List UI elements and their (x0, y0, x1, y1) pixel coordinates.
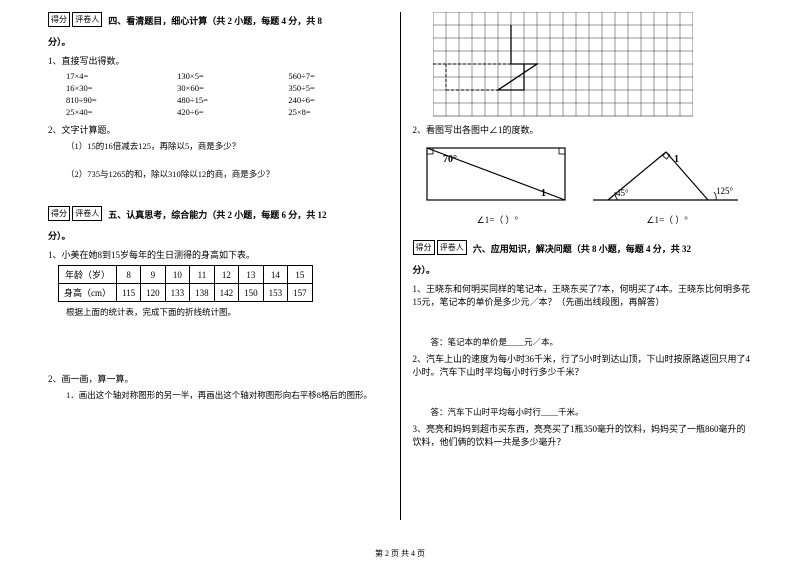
angle-1-label: 1 (541, 188, 546, 199)
table-cell: 120 (141, 284, 166, 302)
calc-cell: 560÷7= (288, 71, 387, 81)
score-label: 得分 (413, 240, 435, 255)
angle-sub: 2、看图写出各图中∠1的度数。 (413, 123, 753, 136)
calc-cell: 30×60= (177, 83, 276, 93)
calc-grid: 17×4= 130×5= 560÷7= 16×30= 30×60= 350÷5=… (48, 71, 388, 117)
table-cell: 15 (288, 266, 313, 284)
table-row: 身高（cm） 115 120 133 138 142 150 153 157 (59, 284, 313, 302)
calc-cell: 25×40= (66, 107, 165, 117)
answer-2: ∠1=（ ）° (646, 213, 688, 226)
table-cell: 14 (263, 266, 288, 284)
calc-cell: 25×8= (288, 107, 387, 117)
reviewer-label: 评卷人 (72, 206, 102, 221)
q6-3: 3、亮亮和妈妈到超市买东西，亮亮买了1瓶350毫升的饮料，妈妈买了一瓶860毫升… (413, 422, 753, 448)
angle-1-label: 1 (674, 154, 679, 165)
q2a: （1）15的16倍减去125，再除以5，商是多少？ (48, 140, 388, 152)
calc-cell: 350÷5= (288, 83, 387, 93)
table-cell: 157 (288, 284, 313, 302)
table-cell: 年龄（岁） (59, 266, 117, 284)
table-cell: 150 (239, 284, 264, 302)
table-cell: 115 (117, 284, 141, 302)
rect-angle-figure: 70° 1 (421, 142, 571, 207)
section5-note: 根据上面的统计表，完成下面的折线统计图。 (48, 306, 388, 318)
a6-1: 答：笔记本的单价是____元／本。 (413, 336, 753, 348)
calc-cell: 240÷6= (288, 95, 387, 105)
triangle-angle-figure: 45° 125° 1 (588, 142, 743, 207)
table-cell: 11 (190, 266, 215, 284)
calc-cell: 16×30= (66, 83, 165, 93)
table-cell: 8 (117, 266, 141, 284)
a6-2: 答：汽车下山时平均每小时行____千米。 (413, 406, 753, 418)
page-footer: 第 2 页 共 4 页 (0, 548, 800, 559)
section5-sub1: 1、小美在她8到15岁每年的生日测得的身高如下表。 (48, 248, 388, 261)
section4-sub1: 1、直接写出得数。 (48, 54, 388, 67)
q6-1: 1、王晓东和何明买同样的笔记本，王晓东买了7本，何明买了4本。王晓东比何明多花1… (413, 282, 753, 308)
q6-2: 2、汽车上山的速度为每小时36千米，行了5小时到达山顶，下山时按原路返回只用了4… (413, 352, 753, 378)
section4-title-cont: 分）。 (48, 35, 388, 48)
calc-cell: 480÷15= (177, 95, 276, 105)
calc-cell: 17×4= (66, 71, 165, 81)
table-cell: 142 (214, 284, 239, 302)
angle-figures: 70° 1 45° 125° 1 (413, 142, 753, 207)
table-cell: 9 (141, 266, 166, 284)
table-row: 年龄（岁） 8 9 10 11 12 13 14 15 (59, 266, 313, 284)
table-cell: 153 (263, 284, 288, 302)
table-cell: 13 (239, 266, 264, 284)
table-cell: 133 (165, 284, 190, 302)
table-cell: 身高（cm） (59, 284, 117, 302)
angle-125-label: 125° (716, 186, 734, 196)
calc-cell: 810÷90= (66, 95, 165, 105)
section6-title: 六、应用知识，解决问题（共 8 小题，每题 4 分，共 32 (473, 242, 691, 255)
score-label: 得分 (48, 206, 70, 221)
reviewer-label: 评卷人 (437, 240, 467, 255)
section5-title-cont: 分）。 (48, 229, 388, 242)
section5-sub2: 2、画一画，算一算。 (48, 372, 388, 385)
calc-cell: 130×5= (177, 71, 276, 81)
section5-sub2a: 1．画出这个轴对称图形的另一半，再画出这个轴对称图形向右平移8格后的图形。 (48, 389, 388, 401)
table-cell: 10 (165, 266, 190, 284)
section4-sub2: 2、文字计算题。 (48, 123, 388, 136)
angle-70-label: 70° (443, 154, 457, 165)
answer-1: ∠1=（ ）° (477, 213, 519, 226)
column-divider (400, 12, 401, 520)
section4-title: 四、看清题目，细心计算（共 2 小题，每题 4 分，共 8 (108, 14, 322, 27)
section5-title: 五、认真思考，综合能力（共 2 小题，每题 6 分，共 12 (108, 208, 326, 221)
calc-cell: 420÷6= (177, 107, 276, 117)
height-table: 年龄（岁） 8 9 10 11 12 13 14 15 身高（cm） 115 1… (58, 265, 313, 302)
score-label: 得分 (48, 12, 70, 27)
reviewer-label: 评卷人 (72, 12, 102, 27)
table-cell: 12 (214, 266, 239, 284)
section6-title-cont: 分）。 (413, 263, 753, 276)
table-cell: 138 (190, 284, 215, 302)
q2b: （2）735与1265的和，除以310除以12的商，商是多少？ (48, 168, 388, 180)
angle-45-label: 45° (616, 188, 629, 198)
grid-figure (433, 12, 693, 117)
